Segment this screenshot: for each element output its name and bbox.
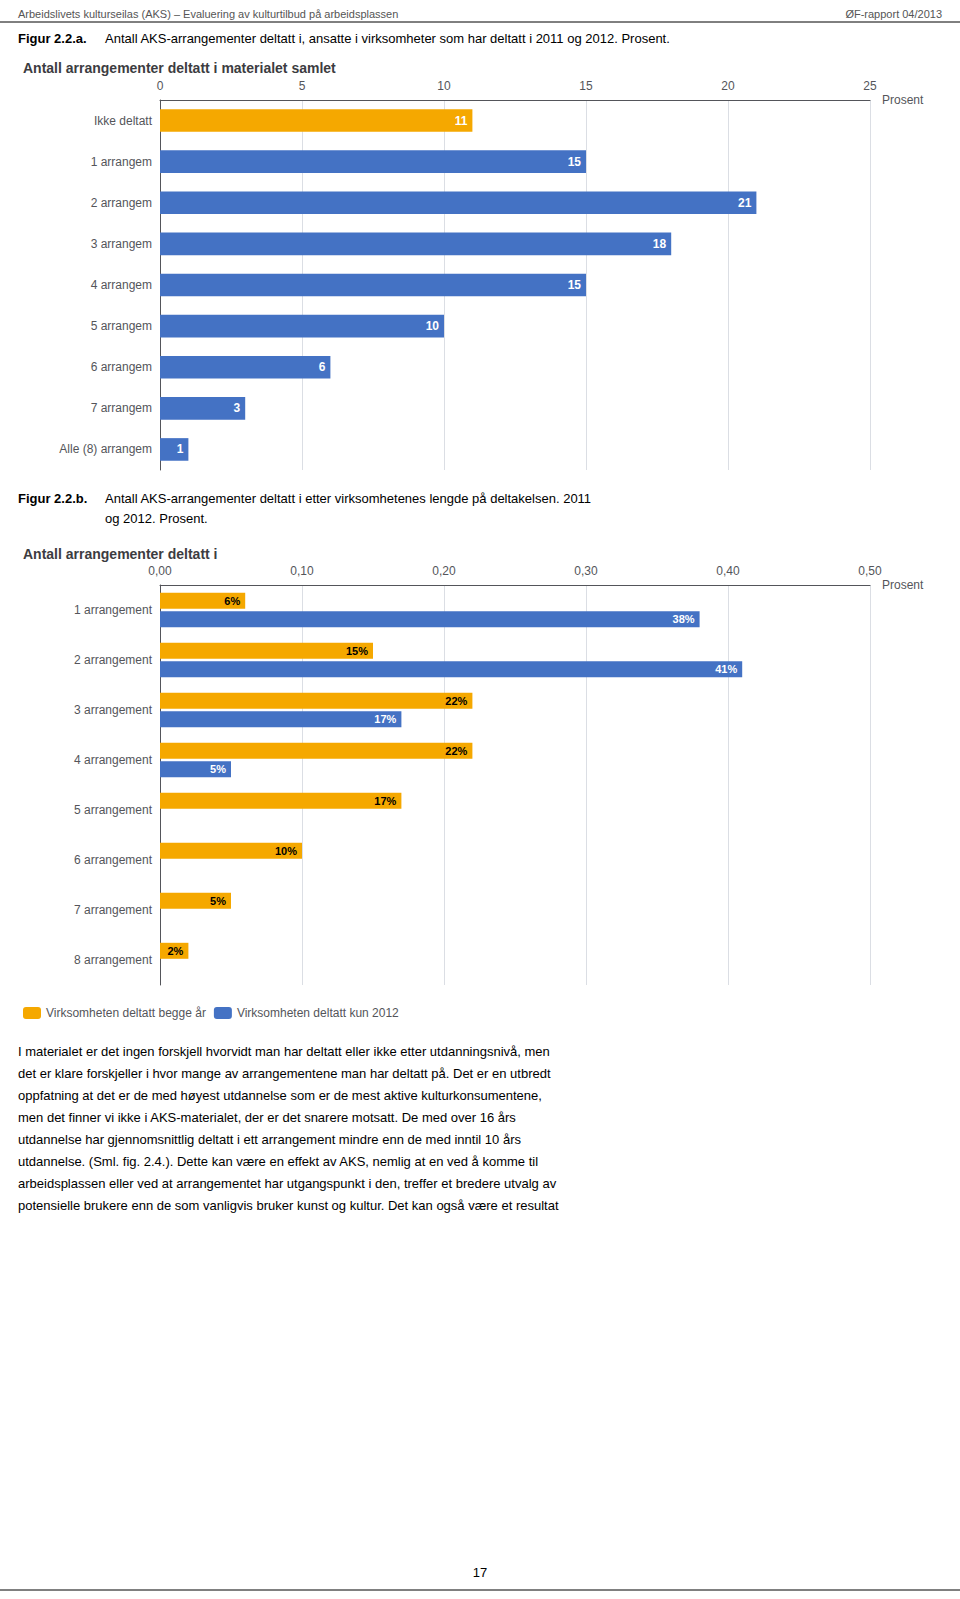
svg-text:21: 21 <box>738 196 752 210</box>
svg-text:Figur 2.2.b.: Figur 2.2.b. <box>18 491 87 506</box>
svg-text:6: 6 <box>319 360 326 374</box>
svg-text:22%: 22% <box>445 695 467 707</box>
svg-text:0: 0 <box>157 79 164 93</box>
svg-text:10: 10 <box>426 319 440 333</box>
svg-text:utdannelse har gjennomsnittlig: utdannelse har gjennomsnittlig deltatt i… <box>18 1132 521 1147</box>
svg-text:41%: 41% <box>715 663 737 675</box>
svg-text:7 arrangement: 7 arrangement <box>74 903 153 917</box>
svg-text:Alle (8) arrangem: Alle (8) arrangem <box>59 442 152 456</box>
svg-text:0,20: 0,20 <box>432 564 456 578</box>
svg-text:2 arrangement: 2 arrangement <box>74 653 153 667</box>
svg-text:2%: 2% <box>167 945 183 957</box>
svg-text:Virksomheten deltatt begge år: Virksomheten deltatt begge år <box>46 1006 206 1020</box>
svg-text:Antall AKS-arrangementer delta: Antall AKS-arrangementer deltatt i etter… <box>105 491 591 506</box>
svg-text:7 arrangem: 7 arrangem <box>91 401 152 415</box>
svg-text:Figur 2.2.a.: Figur 2.2.a. <box>18 31 87 46</box>
svg-text:0,40: 0,40 <box>716 564 740 578</box>
svg-text:10%: 10% <box>275 845 297 857</box>
svg-text:0,50: 0,50 <box>858 564 882 578</box>
svg-text:2 arrangem: 2 arrangem <box>91 196 152 210</box>
svg-text:38%: 38% <box>673 613 695 625</box>
svg-text:0,00: 0,00 <box>148 564 172 578</box>
svg-text:6%: 6% <box>224 595 240 607</box>
svg-text:Arbeidslivets kulturseilas (AK: Arbeidslivets kulturseilas (AKS) – Evalu… <box>18 8 398 20</box>
svg-text:1 arrangem: 1 arrangem <box>91 155 152 169</box>
svg-text:ØF-rapport 04/2013: ØF-rapport 04/2013 <box>845 8 942 20</box>
svg-text:25: 25 <box>863 79 877 93</box>
svg-text:Antall arrangementer deltatt i: Antall arrangementer deltatt i materiale… <box>23 60 336 76</box>
svg-text:Antall AKS-arrangementer delta: Antall AKS-arrangementer deltatt i, ansa… <box>105 31 670 46</box>
svg-text:Virksomheten deltatt kun 2012: Virksomheten deltatt kun 2012 <box>237 1006 399 1020</box>
svg-text:arbeidsplassen eller ved at ar: arbeidsplassen eller ved at arrangemente… <box>18 1176 557 1191</box>
svg-text:18: 18 <box>653 237 667 251</box>
svg-text:8 arrangement: 8 arrangement <box>74 953 153 967</box>
svg-text:17: 17 <box>473 1565 487 1580</box>
svg-text:5%: 5% <box>210 895 226 907</box>
svg-text:4 arrangem: 4 arrangem <box>91 278 152 292</box>
svg-text:oppfatning at det er de med hø: oppfatning at det er de med høyest utdan… <box>18 1088 542 1103</box>
svg-text:4 arrangement: 4 arrangement <box>74 753 153 767</box>
svg-text:0,30: 0,30 <box>574 564 598 578</box>
svg-text:1: 1 <box>177 442 184 456</box>
svg-text:6 arrangem: 6 arrangem <box>91 360 152 374</box>
svg-text:15%: 15% <box>346 645 368 657</box>
svg-text:Prosent: Prosent <box>882 93 924 107</box>
svg-text:5%: 5% <box>210 763 226 775</box>
svg-text:5 arrangement: 5 arrangement <box>74 803 153 817</box>
svg-text:3 arrangem: 3 arrangem <box>91 237 152 251</box>
svg-text:15: 15 <box>579 79 593 93</box>
svg-text:11: 11 <box>455 114 468 128</box>
svg-text:potensielle brukere enn de som: potensielle brukere enn de som vanligvis… <box>18 1198 559 1213</box>
svg-text:Prosent: Prosent <box>882 578 924 592</box>
svg-text:5 arrangem: 5 arrangem <box>91 319 152 333</box>
svg-text:17%: 17% <box>374 713 396 725</box>
svg-text:Ikke deltatt: Ikke deltatt <box>94 114 153 128</box>
svg-text:10: 10 <box>437 79 451 93</box>
svg-text:men det finner vi ikke i AKS-m: men det finner vi ikke i AKS-materialet,… <box>18 1110 516 1125</box>
svg-text:6 arrangement: 6 arrangement <box>74 853 153 867</box>
svg-text:3 arrangement: 3 arrangement <box>74 703 153 717</box>
svg-text:utdannelse. (Sml. fig. 2.4.).: utdannelse. (Sml. fig. 2.4.). Dette kan … <box>18 1154 538 1169</box>
svg-text:0,10: 0,10 <box>290 564 314 578</box>
svg-text:og 2012. Prosent.: og 2012. Prosent. <box>105 511 208 526</box>
svg-text:15: 15 <box>568 278 582 292</box>
svg-text:22%: 22% <box>445 745 467 757</box>
svg-text:det er klare forskjeller i hvo: det er klare forskjeller i hvor mange av… <box>18 1066 551 1081</box>
svg-text:I materialet er det ingen fors: I materialet er det ingen forskjell hvor… <box>18 1044 550 1059</box>
svg-text:15: 15 <box>568 155 582 169</box>
svg-text:20: 20 <box>721 79 735 93</box>
svg-text:1 arrangement: 1 arrangement <box>74 603 153 617</box>
svg-text:3: 3 <box>234 401 241 415</box>
svg-text:5: 5 <box>299 79 306 93</box>
svg-text:17%: 17% <box>374 795 396 807</box>
svg-text:Antall arrangementer deltatt i: Antall arrangementer deltatt i <box>23 546 218 562</box>
